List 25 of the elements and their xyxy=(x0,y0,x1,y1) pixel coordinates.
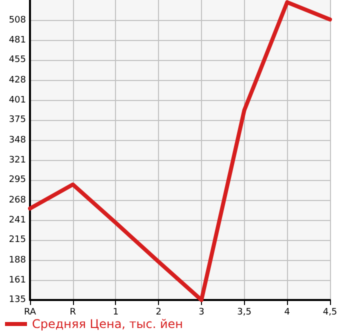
y-tick-label: 268 xyxy=(8,195,26,206)
legend-label: Средняя Цена, тыс. йен xyxy=(32,317,184,331)
x-tick-label: 3 xyxy=(198,308,204,318)
y-tick-label: 375 xyxy=(8,115,26,125)
y-tick-label: 481 xyxy=(8,36,26,46)
y-tick-label: 321 xyxy=(8,156,26,166)
y-tick-label: 508 xyxy=(8,15,26,26)
y-tick-label: 295 xyxy=(8,175,26,185)
x-tick-label: 3,5 xyxy=(237,308,252,318)
y-tick-label: 241 xyxy=(8,216,26,226)
y-tick-label: 188 xyxy=(8,255,26,266)
line-series xyxy=(28,0,332,302)
y-tick-label: 161 xyxy=(8,276,26,286)
y-tick-label: 428 xyxy=(8,75,26,86)
y-tick-label: 401 xyxy=(8,96,26,106)
x-tick-label: 4,5 xyxy=(322,308,338,318)
y-tick-label: 135 xyxy=(8,295,26,305)
y-tick-label: 455 xyxy=(8,55,26,65)
x-tick-label: 1 xyxy=(112,308,119,318)
x-tick-label: 4 xyxy=(284,308,290,318)
x-tick-label: R xyxy=(70,308,76,318)
x-tick-label: 2 xyxy=(156,308,162,318)
y-tick-label: 348 xyxy=(8,135,26,146)
x-tick-label: RA xyxy=(24,308,37,318)
y-tick-label: 215 xyxy=(8,235,26,245)
